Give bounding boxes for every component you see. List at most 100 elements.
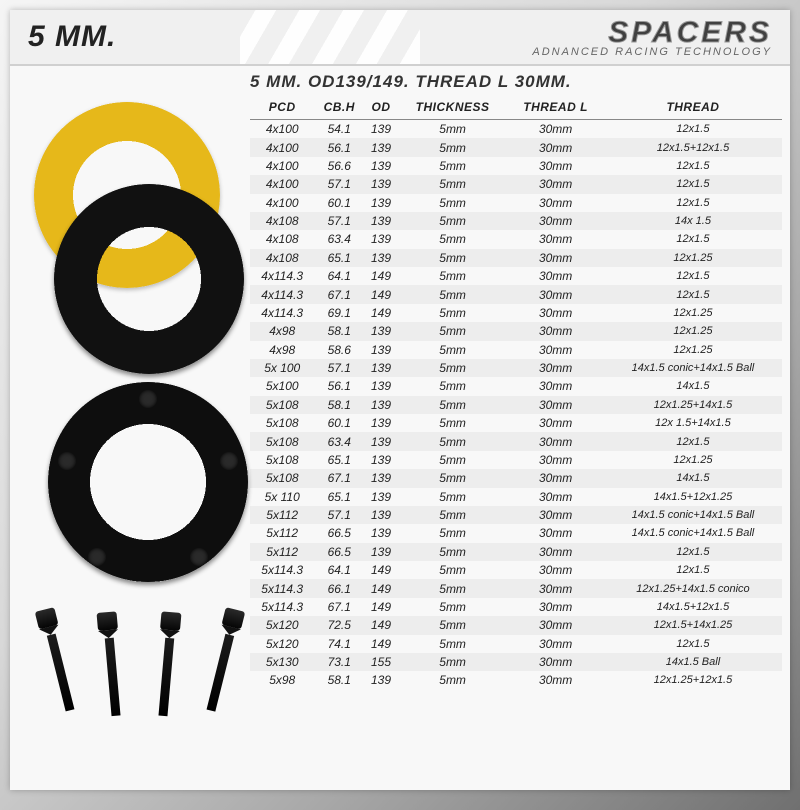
product-illustration (18, 88, 248, 778)
cell: 149 (364, 285, 398, 303)
cell: 139 (364, 506, 398, 524)
cell: 69.1 (314, 304, 364, 322)
cell: 30mm (507, 524, 604, 542)
cell: 63.4 (314, 432, 364, 450)
cell: 66.5 (314, 543, 364, 561)
table-body: 4x10054.11395mm30mm12x1.54x10056.11395mm… (250, 120, 782, 690)
cell: 4x108 (250, 249, 314, 267)
cell: 5mm (398, 304, 507, 322)
table-row: 5x10858.11395mm30mm12x1.25+14x1.5 (250, 396, 782, 414)
cell: 139 (364, 396, 398, 414)
cell: 4x114.3 (250, 285, 314, 303)
table-row: 4x10865.11395mm30mm12x1.25 (250, 249, 782, 267)
cell: 12x1.25 (604, 341, 782, 359)
cell: 67.1 (314, 285, 364, 303)
cell: 30mm (507, 341, 604, 359)
bolt-icon (154, 611, 181, 716)
cell: 12x1.5 (604, 543, 782, 561)
cell: 5mm (398, 120, 507, 139)
cell: 12x1.5+12x1.5 (604, 138, 782, 156)
table-row: 5x9858.11395mm30mm12x1.25+12x1.5 (250, 671, 782, 689)
table-row: 5x 11065.11395mm30mm14x1.5+12x1.25 (250, 488, 782, 506)
cell: 139 (364, 249, 398, 267)
table-row: 5x11266.51395mm30mm14x1.5 conic+14x1.5 B… (250, 524, 782, 542)
cell: 56.1 (314, 377, 364, 395)
cell: 5mm (398, 432, 507, 450)
cell: 5mm (398, 488, 507, 506)
cell: 65.1 (314, 488, 364, 506)
lug-hole-icon (190, 548, 208, 566)
lug-hole-icon (58, 452, 76, 470)
table-row: 5x10860.11395mm30mm12x 1.5+14x1.5 (250, 414, 782, 432)
cell: 5mm (398, 524, 507, 542)
cell: 5x120 (250, 635, 314, 653)
cell: 58.6 (314, 341, 364, 359)
table-row: 5x114.364.11495mm30mm12x1.5 (250, 561, 782, 579)
cell: 57.1 (314, 175, 364, 193)
cell: 5x114.3 (250, 579, 314, 597)
cell: 30mm (507, 249, 604, 267)
cell: 14x1.5 (604, 469, 782, 487)
cell: 30mm (507, 432, 604, 450)
cell: 12x1.25 (604, 451, 782, 469)
cell: 139 (364, 469, 398, 487)
cell: 58.1 (314, 322, 364, 340)
cell: 149 (364, 304, 398, 322)
cell: 73.1 (314, 653, 364, 671)
col-thread: THREAD (604, 96, 782, 120)
cell: 5x120 (250, 616, 314, 634)
cell: 14x1.5 conic+14x1.5 Ball (604, 506, 782, 524)
cell: 74.1 (314, 635, 364, 653)
cell: 5mm (398, 653, 507, 671)
cell: 56.1 (314, 138, 364, 156)
table-row: 4x10056.61395mm30mm12x1.5 (250, 157, 782, 175)
cell: 5mm (398, 157, 507, 175)
cell: 5mm (398, 322, 507, 340)
cell: 5mm (398, 194, 507, 212)
table-row: 4x9858.11395mm30mm12x1.25 (250, 322, 782, 340)
cell: 139 (364, 120, 398, 139)
cell: 30mm (507, 175, 604, 193)
cell: 12x1.5 (604, 432, 782, 450)
spacer-ring-black-bottom-icon (48, 382, 248, 582)
lug-hole-icon (88, 548, 106, 566)
cell: 60.1 (314, 194, 364, 212)
cell: 65.1 (314, 451, 364, 469)
cell: 5x130 (250, 653, 314, 671)
cell: 64.1 (314, 561, 364, 579)
cell: 149 (364, 598, 398, 616)
cell: 139 (364, 230, 398, 248)
cell: 30mm (507, 212, 604, 230)
cell: 5mm (398, 506, 507, 524)
cell: 139 (364, 432, 398, 450)
table-row: 5x12074.11495mm30mm12x1.5 (250, 635, 782, 653)
cell: 12x1.25+12x1.5 (604, 671, 782, 689)
cell: 30mm (507, 506, 604, 524)
cell: 30mm (507, 469, 604, 487)
cell: 30mm (507, 359, 604, 377)
cell: 5x 100 (250, 359, 314, 377)
cell: 139 (364, 322, 398, 340)
cell: 14x1.5 (604, 377, 782, 395)
cell: 139 (364, 359, 398, 377)
cell: 12x1.25 (604, 304, 782, 322)
cell: 12x1.25 (604, 249, 782, 267)
table-row: 5x12072.51495mm30mm12x1.5+14x1.25 (250, 616, 782, 634)
cell: 67.1 (314, 469, 364, 487)
header-subtitle: ADNANCED RACING TECHNOLOGY (420, 46, 772, 58)
cell: 30mm (507, 616, 604, 634)
table-row: 4x10056.11395mm30mm12x1.5+12x1.5 (250, 138, 782, 156)
cell: 30mm (507, 671, 604, 689)
cell: 12x1.25+14x1.5 (604, 396, 782, 414)
cell: 139 (364, 543, 398, 561)
spec-table: PCDCB.HODTHICKNESSTHREAD LTHREAD 4x10054… (250, 96, 782, 690)
cell: 5x108 (250, 469, 314, 487)
cell: 4x98 (250, 322, 314, 340)
table-row: 5x11257.11395mm30mm14x1.5 conic+14x1.5 B… (250, 506, 782, 524)
table-row: 5x114.366.11495mm30mm12x1.25+14x1.5 coni… (250, 579, 782, 597)
cell: 64.1 (314, 267, 364, 285)
cell: 5x114.3 (250, 598, 314, 616)
cell: 5mm (398, 377, 507, 395)
cell: 5mm (398, 414, 507, 432)
cell: 149 (364, 579, 398, 597)
